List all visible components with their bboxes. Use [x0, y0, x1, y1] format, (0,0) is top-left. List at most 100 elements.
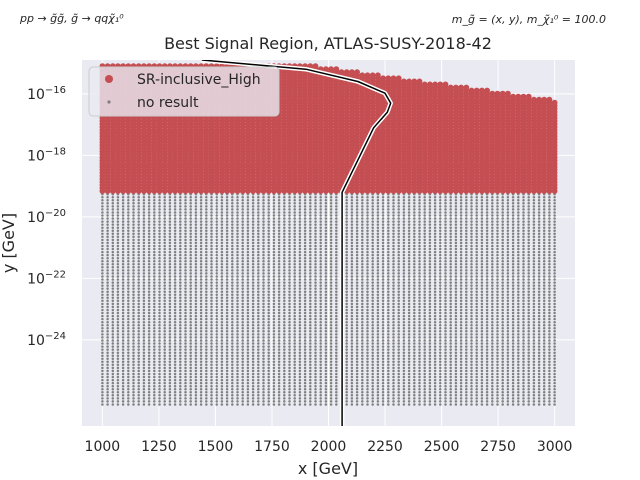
no-result-point — [329, 339, 333, 342]
no-result-point — [314, 323, 317, 327]
no-result-point — [231, 299, 234, 303]
no-result-point — [189, 317, 192, 321]
no-result-point — [210, 296, 213, 300]
no-result-point — [267, 314, 270, 318]
no-result-point — [132, 229, 135, 232]
no-result-point — [210, 317, 213, 321]
no-result-point — [142, 336, 146, 339]
no-result-point — [231, 269, 234, 272]
no-result-point — [251, 296, 255, 300]
no-result-point — [225, 339, 229, 342]
no-result-point — [163, 323, 166, 327]
no-result-point — [251, 281, 255, 284]
no-result-point — [324, 394, 328, 397]
no-result-point — [329, 259, 333, 263]
no-result-point — [168, 351, 172, 354]
no-result-point — [199, 369, 203, 373]
no-result-point — [329, 378, 333, 382]
no-result-point — [220, 384, 224, 388]
no-result-point — [179, 278, 182, 281]
no-result-point — [101, 354, 104, 357]
no-result-point — [262, 363, 265, 367]
no-result-point — [231, 311, 234, 315]
no-result-point — [158, 363, 161, 367]
no-result-point — [205, 342, 208, 345]
no-result-point — [220, 275, 224, 278]
no-result-point — [314, 366, 317, 370]
no-result-point — [267, 336, 270, 339]
no-result-point — [127, 199, 130, 202]
no-result-point — [288, 381, 291, 385]
no-result-point — [225, 372, 229, 376]
no-result-point — [127, 348, 130, 351]
no-result-point — [283, 241, 286, 245]
no-result-point — [329, 302, 333, 306]
no-result-point — [173, 394, 177, 397]
no-result-point — [272, 366, 276, 370]
no-result-point — [231, 345, 234, 348]
no-result-point — [121, 296, 125, 300]
no-result-point — [127, 241, 130, 245]
no-result-point — [246, 278, 250, 281]
no-result-point — [101, 287, 104, 290]
no-result-point — [303, 372, 307, 376]
no-result-point — [137, 269, 140, 272]
no-result-point — [319, 330, 322, 333]
no-result-point — [142, 372, 146, 376]
no-result-point — [116, 247, 120, 251]
no-result-point — [246, 384, 250, 388]
no-result-point — [132, 314, 135, 318]
no-result-point — [298, 391, 302, 394]
no-result-point — [101, 372, 104, 376]
no-result-point — [168, 226, 172, 229]
no-result-point — [194, 275, 198, 278]
no-result-point — [288, 250, 291, 254]
no-result-point — [127, 269, 130, 272]
no-result-point — [116, 327, 120, 330]
no-result-point — [293, 387, 296, 391]
no-result-point — [220, 290, 224, 293]
no-result-point — [132, 308, 135, 312]
no-result-point — [215, 381, 218, 385]
no-result-point — [272, 253, 276, 257]
no-result-point — [324, 284, 328, 287]
no-result-point — [199, 317, 203, 321]
no-result-point — [205, 214, 208, 217]
no-result-point — [251, 287, 255, 290]
no-result-point — [101, 342, 104, 345]
no-result-point — [319, 339, 322, 342]
no-result-point — [121, 363, 125, 367]
no-result-point — [147, 403, 151, 406]
no-result-point — [309, 360, 312, 364]
no-result-point — [288, 272, 291, 275]
no-result-point — [246, 281, 250, 284]
no-result-point — [267, 320, 270, 324]
no-result-point — [189, 363, 192, 367]
no-result-point — [189, 229, 192, 232]
no-result-point — [241, 345, 244, 348]
no-result-point — [111, 375, 115, 379]
no-result-point — [153, 217, 156, 220]
no-result-point — [303, 363, 307, 367]
no-result-point — [324, 387, 328, 391]
no-result-point — [153, 372, 156, 376]
no-result-point — [293, 284, 296, 287]
no-result-point — [303, 369, 307, 373]
no-result-point — [267, 342, 270, 345]
no-result-point — [324, 317, 328, 321]
no-result-point — [205, 381, 208, 385]
no-result-point — [179, 302, 182, 306]
no-result-point — [111, 403, 115, 406]
no-result-point — [132, 223, 135, 226]
no-result-point — [272, 238, 276, 242]
no-result-point — [298, 256, 302, 260]
no-result-point — [111, 348, 115, 351]
no-result-point — [236, 339, 239, 342]
no-result-point — [168, 217, 172, 220]
no-result-point — [106, 256, 109, 260]
no-result-point — [147, 308, 151, 312]
no-result-point — [111, 284, 115, 287]
no-result-point — [251, 290, 255, 293]
no-result-point — [319, 296, 322, 300]
no-result-point — [303, 284, 307, 287]
